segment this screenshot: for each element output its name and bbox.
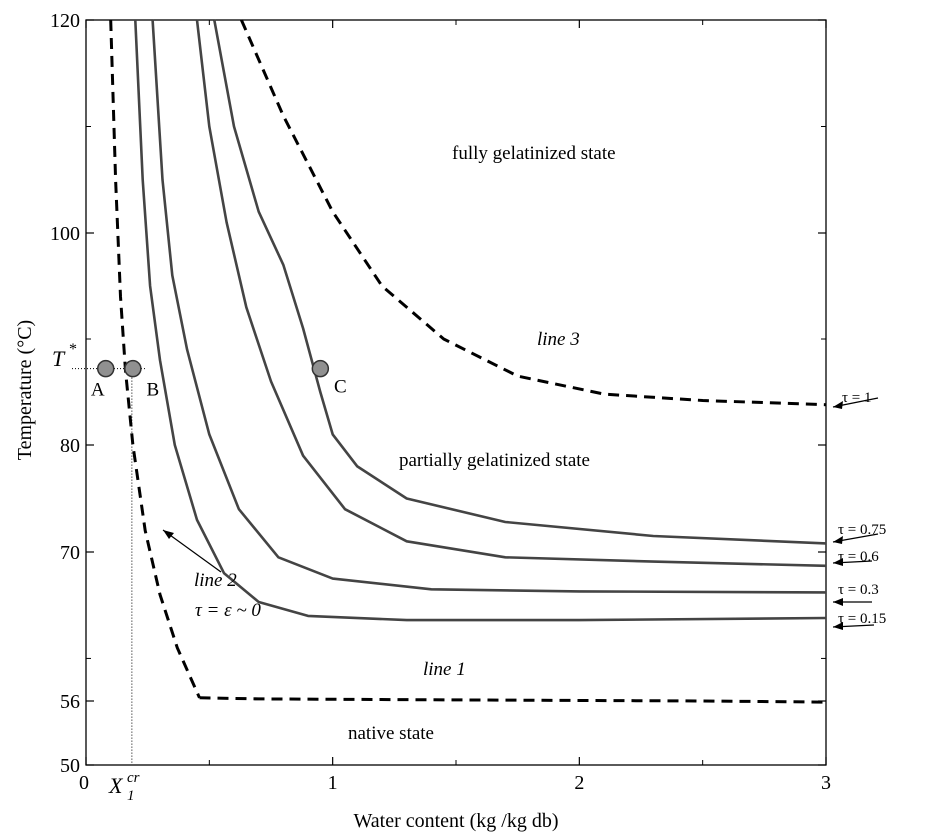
y-tick-label: 80: [60, 435, 80, 457]
axis-ticks: [85, 19, 827, 766]
point-label-c: C: [334, 377, 347, 398]
point-label-b: B: [147, 380, 160, 401]
point-label-a: A: [91, 380, 105, 401]
t-star-superscript: *: [69, 341, 77, 358]
arrow-line-2: [162, 529, 222, 573]
series-line-2: [109, 19, 201, 699]
x-tick-label: 3: [821, 772, 831, 794]
y-tick-label: 120: [50, 10, 80, 32]
label-tau-1: τ = 1: [842, 390, 872, 406]
y-tick-label: 50: [60, 755, 80, 777]
x-axis-label: Water content (kg /kg db): [354, 810, 559, 832]
x-tick-label: 2: [574, 772, 584, 794]
label-line-1: line 1: [423, 659, 466, 680]
arrowhead-tau-1: [833, 401, 843, 409]
marked-points: A B C: [91, 359, 347, 401]
series--0-6: [195, 19, 827, 568]
series--0-15: [134, 19, 827, 622]
point-a: [96, 359, 115, 378]
y-axis-label: Temperature (°C): [14, 320, 36, 460]
label-tau-epsilon: τ = ε ~ 0: [195, 600, 261, 621]
x1cr-superscript: cr: [127, 770, 140, 786]
region-fully-gelatinized: fully gelatinized state: [452, 143, 616, 164]
arrowhead-tau-06: [833, 558, 843, 566]
tau-arrows: [162, 397, 879, 630]
x1cr-subscript: 1: [127, 788, 135, 804]
series-line-1: [199, 696, 827, 704]
series--0-75: [213, 19, 827, 545]
label-line-3: line 3: [537, 329, 580, 350]
arrowhead-tau-075: [833, 536, 843, 544]
point-b: [124, 359, 142, 378]
x-tick-label: 1: [328, 772, 338, 794]
series--0-3: [151, 19, 827, 594]
region-partially-gelatinized: partially gelatinized state: [399, 450, 590, 471]
axis-tick-labels: 0 1 2 3 50 56 70 80 100 120: [50, 10, 831, 794]
label-tau-075: τ = 0.75: [838, 522, 886, 538]
point-c: [311, 359, 330, 378]
x-tick-label: 0: [79, 772, 89, 794]
label-tau-015: τ = 0.15: [838, 611, 886, 627]
y-tick-label: 70: [60, 542, 80, 564]
arrowhead-tau-015: [833, 622, 843, 630]
t-star-label: T: [52, 346, 66, 371]
arrowhead-tau-03: [833, 598, 843, 606]
series-line-3: [240, 19, 827, 407]
label-tau-03: τ = 0.3: [838, 582, 879, 598]
label-tau-06: τ = 0.6: [838, 549, 879, 565]
curve-group: [109, 19, 827, 704]
x1cr-label: X: [108, 773, 124, 798]
label-line-2: line 2: [194, 570, 237, 591]
y-tick-label: 56: [60, 691, 80, 713]
arrowhead-line-2: [163, 530, 174, 539]
region-native: native state: [348, 723, 434, 744]
y-tick-label: 100: [50, 223, 80, 245]
